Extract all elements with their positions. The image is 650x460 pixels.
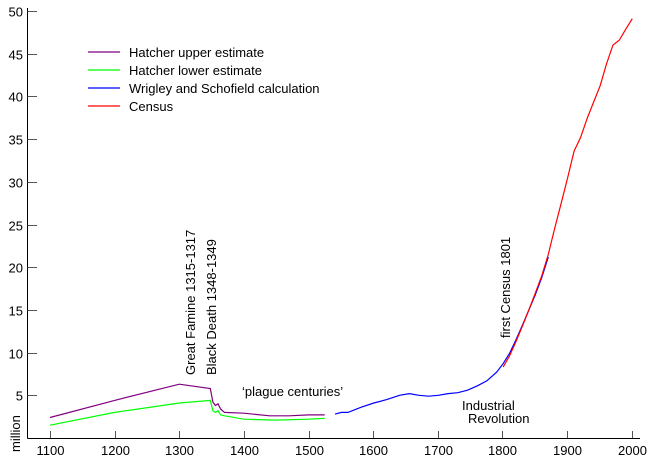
y-tick-label: 30 bbox=[9, 176, 23, 191]
annotation-label: ‘plague centuries’ bbox=[242, 384, 343, 399]
x-tick-label: 1100 bbox=[37, 443, 65, 458]
legend-label: Wrigley and Schofield calculation bbox=[129, 81, 320, 96]
legend-label: Census bbox=[129, 99, 174, 114]
series-line bbox=[502, 18, 633, 368]
series-line bbox=[49, 383, 325, 419]
annotation-label: Black Death 1348-1349 bbox=[204, 239, 219, 375]
y-tick-label: 5 bbox=[16, 389, 23, 404]
y-axis-label: million bbox=[8, 415, 23, 452]
y-tick-label: 45 bbox=[9, 48, 23, 63]
series-line bbox=[49, 399, 325, 426]
x-ticks: 1100 1200 1300 1400 1500 1600 1700 1800 1900 2000 bbox=[37, 431, 647, 458]
annotation-label: Revolution bbox=[468, 411, 529, 426]
legend-label: Hatcher upper estimate bbox=[129, 45, 264, 60]
series-lines bbox=[49, 18, 633, 426]
x-tick-label: 2000 bbox=[618, 443, 647, 458]
x-tick-label: 1200 bbox=[101, 443, 130, 458]
x-tick-label: 1300 bbox=[165, 443, 194, 458]
annotations: Great Famine 1315-1317 Black Death 1348-1… bbox=[183, 230, 529, 426]
y-ticks: 5 10 15 20 25 30 35 40 45 50 bbox=[9, 5, 37, 404]
axes: 5 10 15 20 25 30 35 40 45 50 1100 1200 1300 1400 1500… bbox=[8, 5, 647, 459]
x-tick-label: 1400 bbox=[230, 443, 259, 458]
y-tick-label: 15 bbox=[9, 304, 23, 319]
y-tick-label: 10 bbox=[9, 347, 23, 362]
y-tick-label: 35 bbox=[9, 133, 23, 148]
y-tick-label: 20 bbox=[9, 261, 23, 276]
x-tick-label: 1800 bbox=[488, 443, 517, 458]
x-tick-label: 1600 bbox=[359, 443, 388, 458]
legend: Hatcher upper estimate Hatcher lower esti… bbox=[88, 45, 320, 114]
x-tick-label: 1500 bbox=[295, 443, 324, 458]
annotation-label: Great Famine 1315-1317 bbox=[183, 230, 198, 375]
y-tick-label: 25 bbox=[9, 219, 23, 234]
x-tick-label: 1700 bbox=[424, 443, 453, 458]
annotation-label: Industrial bbox=[462, 398, 515, 413]
series-line bbox=[334, 256, 549, 415]
legend-label: Hatcher lower estimate bbox=[129, 63, 262, 78]
x-tick-label: 1900 bbox=[553, 443, 582, 458]
y-tick-label: 40 bbox=[9, 90, 23, 105]
y-tick-label: 50 bbox=[9, 5, 23, 20]
annotation-label: first Census 1801 bbox=[498, 237, 513, 338]
